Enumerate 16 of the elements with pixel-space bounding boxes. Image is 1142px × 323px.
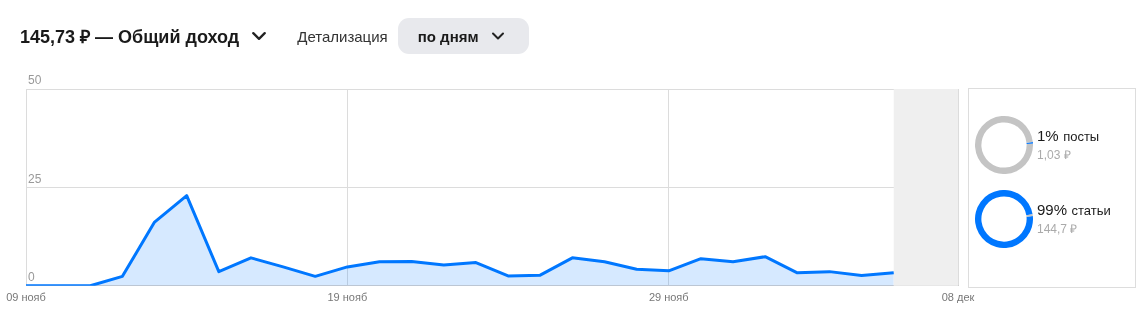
- x-tick-label: 09 нояб: [6, 291, 46, 304]
- y-tick-label: 50: [28, 73, 42, 88]
- slice-label: статьи: [1071, 202, 1111, 218]
- data-label: 1%: [1037, 126, 1059, 144]
- x-tick-label: 29 нояб: [648, 291, 689, 304]
- chart-title: 145,73 ₽ — Общий доход: [20, 26, 240, 48]
- text: по дням: [397, 18, 529, 54]
- data-label: 99%: [1037, 200, 1068, 218]
- slice-label: посты: [1063, 128, 1100, 144]
- text: 1,03 ₽: [1037, 146, 1072, 164]
- text: 144,7 ₽: [1037, 220, 1079, 238]
- text: Детализация: [297, 27, 388, 45]
- y-tick-label: 25: [28, 171, 42, 186]
- y-tick-label: 0: [28, 270, 35, 285]
- x-tick-label: 19 нояб: [327, 291, 368, 304]
- x-tick-label: 08 дек: [941, 291, 975, 304]
